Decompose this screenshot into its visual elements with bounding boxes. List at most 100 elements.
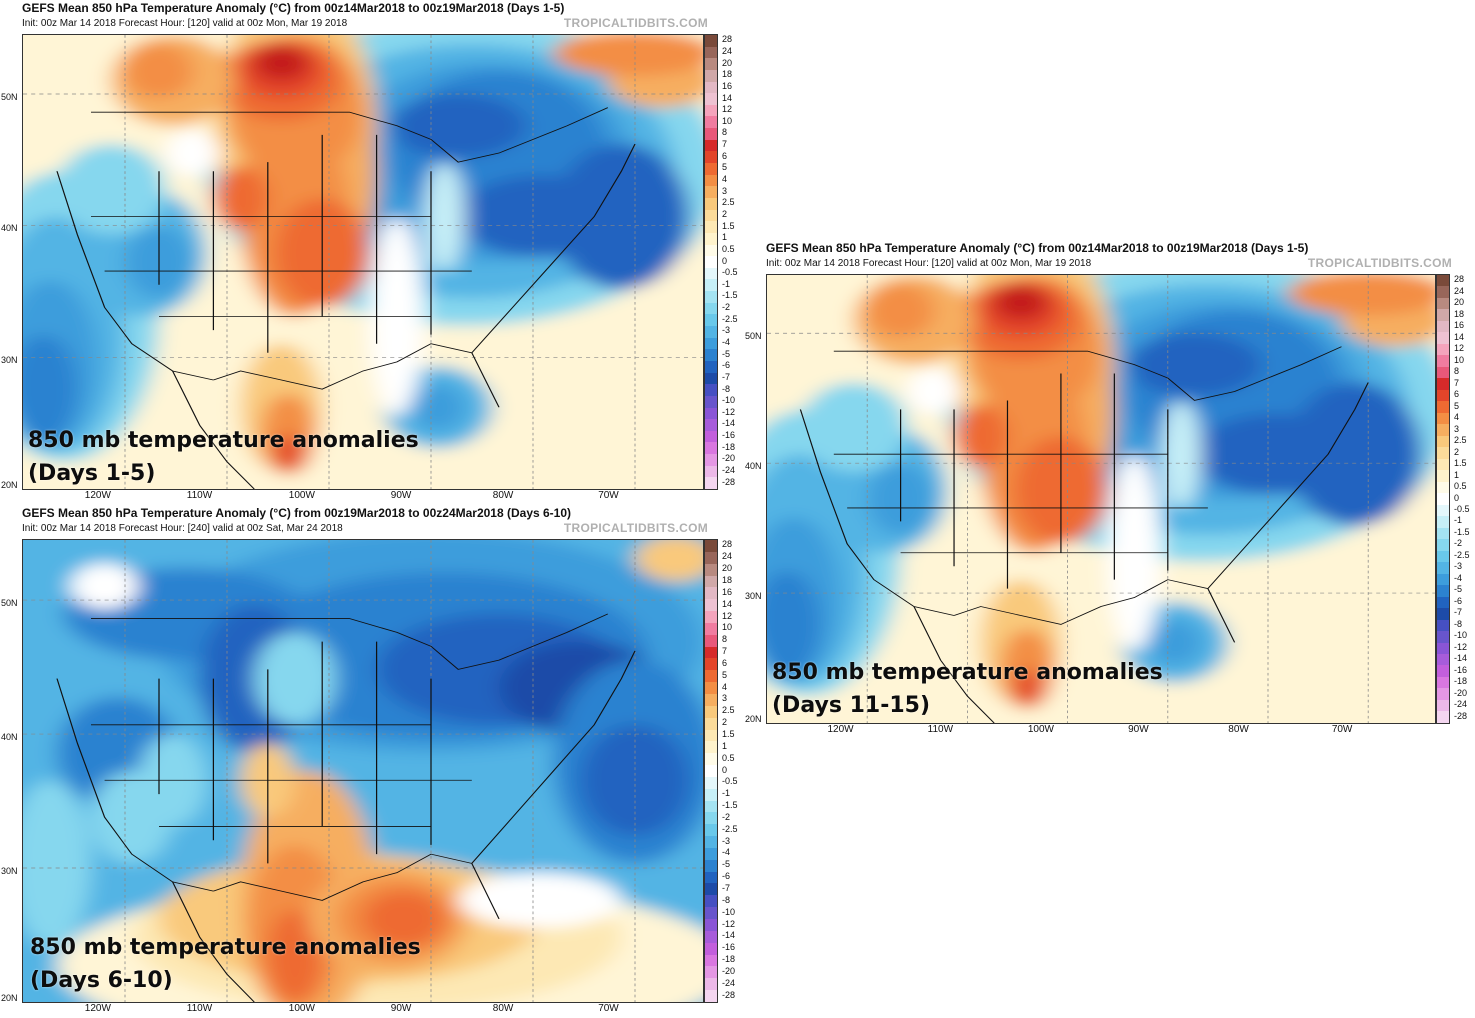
colorbar-swatch [705, 197, 717, 210]
colorbar-tick-label: 0.5 [722, 243, 735, 254]
colorbar-swatch [705, 163, 717, 175]
colorbar-swatch [705, 116, 717, 129]
colorbar-swatch [705, 930, 717, 943]
panel-title: GEFS Mean 850 hPa Temperature Anomaly (°… [22, 1, 565, 15]
colorbar-tick-label: -1.5 [1454, 526, 1470, 537]
longitude-label: 120W [84, 1003, 111, 1014]
longitude-label: 110W [186, 1003, 213, 1014]
colorbar-tick-label: -12 [722, 918, 736, 929]
boundary-line [91, 107, 609, 163]
colorbar-tick-label: -3 [722, 325, 731, 336]
colorbar-tick-label: -1 [722, 788, 731, 799]
colorbar-tick-label: -2.5 [1454, 549, 1470, 560]
colorbar-tick-label: 8 [722, 634, 728, 645]
colorbar-swatch [705, 384, 717, 396]
colorbar-swatch [1437, 275, 1449, 287]
colorbar-tick-label: -16 [722, 430, 736, 441]
map-panel-days-11-15: GEFS Mean 850 hPa Temperature Anomaly (°… [745, 240, 1470, 740]
colorbar-tick-label: -8 [1454, 618, 1463, 629]
colorbar-tick-label: -28 [722, 476, 736, 487]
colorbar-tick-label: -1 [722, 278, 731, 289]
longitude-label: 100W [288, 1003, 315, 1014]
boundary-line [56, 171, 214, 381]
overlay-caption: 850 mb temperature anomalies (Days 1-5) [28, 424, 419, 490]
brand-watermark: TROPICALTIDBITS.COM [563, 16, 708, 30]
overlay-line-2: (Days 1-5) [28, 461, 156, 486]
boundary-line [158, 641, 432, 864]
colorbar-tick-label: -28 [722, 989, 736, 1000]
colorbar-swatch [1437, 435, 1449, 448]
colorbar-swatch [1437, 343, 1449, 356]
colorbar-swatch [1437, 711, 1449, 723]
brand-watermark: TROPICALTIDBITS.COM [563, 521, 708, 535]
colorbar-swatch [705, 302, 717, 315]
colorbar-tick-label: 24 [1454, 285, 1465, 296]
colorbar-swatch [705, 314, 717, 327]
colorbar-swatch [1437, 355, 1449, 367]
latitude-label: 50N [1, 91, 18, 102]
longitude-label: 90W [390, 490, 412, 501]
colorbar-tick-label: -2.5 [722, 313, 738, 324]
colorbar-swatch [705, 477, 717, 489]
colorbar-tick-label: 2 [1454, 446, 1460, 457]
colorbar-tick-label: 16 [722, 586, 733, 597]
colorbar-tick-label: -6 [722, 360, 731, 371]
boundary-line [91, 724, 472, 827]
colorbar-tick-label: 12 [722, 610, 733, 621]
colorbar-swatch [705, 372, 717, 385]
colorbar-tick-label: 4 [722, 174, 728, 184]
colorbar-tick-label: 28 [722, 539, 733, 550]
colorbar-tick-label: 16 [722, 80, 733, 91]
colorbar-swatch [705, 670, 717, 683]
colorbar-tick-label: -7 [722, 371, 731, 382]
colorbar-tick-label: -2 [722, 811, 731, 822]
colorbar-swatch [705, 895, 717, 908]
colorbar-tick-label: 24 [722, 45, 733, 56]
latitude-label: 40N [1, 223, 18, 234]
panel-header: GEFS Mean 850 hPa Temperature Anomaly (°… [22, 0, 722, 34]
colorbar-tick-label: -4 [722, 336, 731, 347]
colorbar-tick-label: 2.5 [1454, 435, 1467, 446]
brand-watermark: TROPICALTIDBITS.COM [1307, 256, 1452, 270]
colorbar-tick-label: 3 [722, 693, 728, 704]
colorbar-tick-label: -20 [722, 965, 736, 976]
colorbar-swatch [705, 705, 717, 718]
colorbar-swatch [1437, 378, 1449, 390]
colorbar-tick-label: -18 [1454, 676, 1468, 687]
colorbar-tick-label: -14 [1454, 653, 1468, 664]
colorbar-tick-label: -5 [722, 348, 731, 359]
colorbar-swatch [705, 812, 717, 825]
colorbar-tick-label: 5 [1454, 400, 1460, 411]
colorbar-tick-label: 16 [1454, 320, 1465, 331]
colorbar-tick-label: 14 [722, 92, 733, 103]
colorbar-swatch [1437, 550, 1449, 563]
boundary-line [213, 343, 500, 408]
colorbar-tick-label: -10 [1454, 630, 1468, 641]
colorbar-tick-label: 3 [1454, 423, 1460, 434]
colorbar-swatch [705, 646, 717, 659]
colorbar-swatch [705, 139, 717, 152]
colorbar-swatch [705, 232, 717, 245]
colorbar-swatch [1437, 653, 1449, 666]
colorbar-tick-label: 7 [722, 139, 728, 150]
colorbar-swatch [1437, 688, 1449, 700]
boundary-line [799, 409, 955, 616]
colorbar-tick-label: 0.5 [1454, 481, 1467, 491]
colorbar-swatch [705, 611, 717, 623]
colorbar-swatch [705, 765, 717, 777]
overlay-line-2: (Days 6-10) [30, 968, 173, 993]
colorbar-swatch [705, 883, 717, 896]
colorbar-swatch [705, 58, 717, 70]
init-line: Init: 00z Mar 14 2018 Forecast Hour: [12… [22, 18, 348, 29]
colorbar-swatch [705, 990, 717, 1002]
colorbar-tick-label: 28 [1454, 274, 1465, 285]
colorbar-swatch [705, 622, 717, 635]
colorbar-tick-label: 6 [722, 150, 728, 161]
latitude-label: 30N [1, 354, 18, 365]
colorbar-tick-label: 12 [1454, 343, 1465, 354]
colorbar-tick-label: -5 [1454, 584, 1463, 595]
colorbar-tick-label: 4 [1454, 412, 1460, 423]
colorbar-tick-label: 2.5 [722, 705, 735, 716]
boundary-line [471, 143, 636, 354]
init-line: Init: 00z Mar 14 2018 Forecast Hour: [24… [22, 523, 343, 534]
